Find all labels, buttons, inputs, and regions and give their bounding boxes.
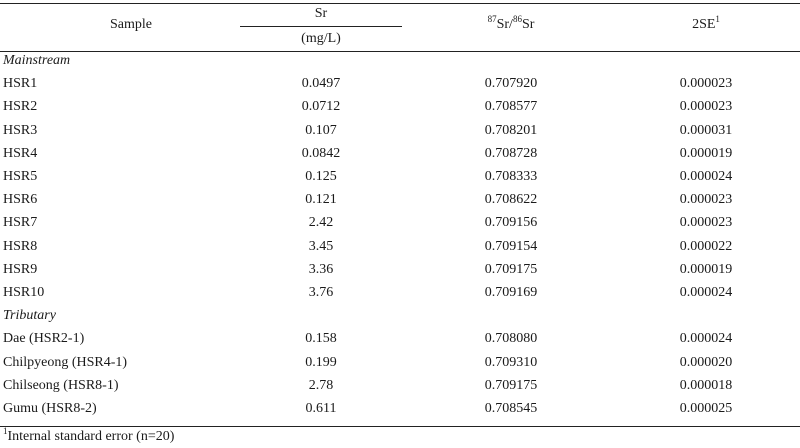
cell-2se: 0.000020 <box>679 354 733 370</box>
cell-sample: HSR3 <box>3 122 38 138</box>
header-sr: Sr <box>314 6 328 21</box>
header-ratio-end: Sr <box>521 17 535 32</box>
cell-ratio: 0.709169 <box>484 285 538 300</box>
cell-2se: 0.000024 <box>679 331 733 347</box>
cell-ratio: 0.708080 <box>484 331 538 347</box>
cell-2se: 0.000023 <box>679 76 733 92</box>
table-bottom-rule <box>0 426 800 427</box>
cell-sample: HSR9 <box>3 261 38 277</box>
cell-sample: Gumu (HSR8-2) <box>3 401 97 416</box>
table-top-rule <box>0 3 800 4</box>
footnote-text: Internal standard error (n=20) <box>7 429 175 444</box>
cell-sample: HSR5 <box>3 169 38 184</box>
cell-sr: 3.36 <box>308 261 334 277</box>
header-2se-label: 2SE <box>692 17 716 32</box>
header-bottom-rule <box>0 51 800 52</box>
cell-2se: 0.000018 <box>679 377 733 393</box>
cell-sr: 0.0712 <box>301 99 341 115</box>
cell-ratio: 0.708728 <box>484 145 538 161</box>
header-sr-underline <box>240 26 402 27</box>
cell-ratio: 0.707920 <box>484 76 538 92</box>
cell-sample: HSR1 <box>3 76 38 92</box>
footnote: 1Internal standard error (n=20) <box>3 426 175 445</box>
cell-ratio: 0.709175 <box>484 377 538 393</box>
cell-2se: 0.000023 <box>679 215 733 231</box>
cell-sr: 3.76 <box>308 285 334 300</box>
cell-sr: 0.121 <box>305 192 337 208</box>
header-ratio-mid: Sr/ <box>496 17 513 32</box>
cell-2se: 0.000023 <box>679 192 733 208</box>
cell-sr: 0.199 <box>305 354 337 370</box>
cell-ratio: 0.708201 <box>484 122 538 138</box>
cell-ratio: 0.709156 <box>484 215 538 231</box>
cell-sr: 0.158 <box>305 331 337 347</box>
cell-ratio: 0.709310 <box>484 354 538 370</box>
header-sr-unit: (mg/L) <box>301 31 341 46</box>
cell-2se: 0.000019 <box>679 145 733 161</box>
section-title: Mainstream <box>3 53 71 68</box>
section-title: Tributary <box>3 308 56 324</box>
cell-sr: 0.125 <box>305 169 337 184</box>
cell-sample: HSR7 <box>3 215 38 231</box>
header-sample: Sample <box>110 17 152 32</box>
header-ratio-sup-87: 87 <box>487 14 497 24</box>
cell-sample: HSR10 <box>3 285 45 300</box>
cell-sample: HSR4 <box>3 145 38 161</box>
cell-sample: Chilpyeong (HSR4-1) <box>3 354 128 370</box>
cell-ratio: 0.708622 <box>484 192 538 208</box>
cell-sr: 3.45 <box>308 238 334 254</box>
cell-sample: Chilseong (HSR8-1) <box>3 377 119 393</box>
cell-sr: 0.0497 <box>301 76 341 92</box>
cell-2se: 0.000022 <box>679 238 733 254</box>
header-ratio-sup-86: 86 <box>512 14 522 24</box>
cell-ratio: 0.709154 <box>484 238 538 254</box>
cell-ratio: 0.708577 <box>484 99 538 115</box>
footnote-sup: 1 <box>3 426 8 436</box>
header-2se: 2SE1 <box>692 14 720 33</box>
cell-sr: 0.611 <box>305 401 337 416</box>
cell-sample: HSR2 <box>3 99 38 115</box>
cell-sample: HSR8 <box>3 238 38 254</box>
cell-ratio: 0.708545 <box>484 401 538 416</box>
cell-sr: 2.42 <box>308 215 334 231</box>
cell-sr: 0.0842 <box>301 145 341 161</box>
cell-2se: 0.000031 <box>679 122 733 138</box>
header-2se-sup: 1 <box>715 14 720 24</box>
cell-2se: 0.000023 <box>679 99 733 115</box>
cell-sample: HSR6 <box>3 192 38 208</box>
header-sr-ratio: 87Sr/86Sr <box>487 14 535 33</box>
cell-sr: 0.107 <box>305 122 337 138</box>
cell-2se: 0.000024 <box>679 169 733 184</box>
cell-ratio: 0.708333 <box>484 169 538 184</box>
cell-2se: 0.000024 <box>679 285 733 300</box>
cell-sample: Dae (HSR2-1) <box>3 331 85 347</box>
cell-2se: 0.000019 <box>679 261 733 277</box>
cell-ratio: 0.709175 <box>484 261 538 277</box>
cell-sr: 2.78 <box>308 377 334 393</box>
cell-2se: 0.000025 <box>679 401 733 416</box>
